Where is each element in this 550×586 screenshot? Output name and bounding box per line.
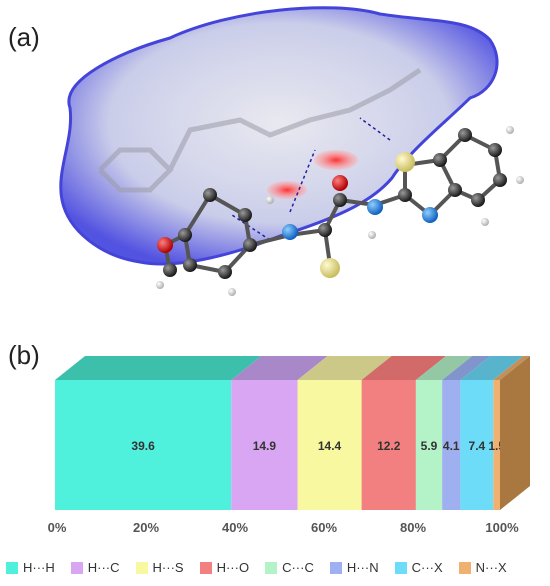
legend-label: C···X bbox=[411, 560, 443, 575]
x-tick-label: 0% bbox=[48, 520, 67, 535]
legend-swatch bbox=[6, 561, 18, 574]
legend-label: H···N bbox=[346, 560, 379, 575]
bar-value-label-6: 7.4 bbox=[469, 439, 486, 453]
hirshfeld-surface-figure bbox=[59, 6, 524, 296]
bar-top-0 bbox=[55, 356, 262, 380]
bar-segment-1 bbox=[231, 380, 298, 510]
bar-value-label-4: 5.9 bbox=[421, 439, 438, 453]
legend-swatch bbox=[458, 561, 471, 574]
bar-value-label-1: 14.9 bbox=[253, 439, 277, 453]
chart-legend: H···H H···C H···S H···O C···C H···N C···X N···X bbox=[6, 560, 546, 575]
panel-a-label: (a) bbox=[8, 22, 40, 52]
bar-segment-6 bbox=[460, 380, 494, 510]
x-tick-label: 20% bbox=[133, 520, 159, 535]
legend-item: H···N bbox=[329, 560, 379, 575]
bar-segment-2 bbox=[297, 380, 362, 510]
legend-item: H···O bbox=[199, 560, 250, 575]
legend-item: H···C bbox=[70, 560, 120, 575]
x-tick-label: 100% bbox=[485, 520, 519, 535]
bar-value-label-2: 14.4 bbox=[318, 439, 342, 453]
legend-label: C···C bbox=[282, 560, 314, 575]
bar-top-3 bbox=[361, 356, 446, 380]
contact-percentage-chart: 39.6 14.9 14.4 12.2 5.9 4.1 7.4 1.50% 20% 40% 60% 8… bbox=[48, 356, 530, 535]
legend-item: N···X bbox=[458, 560, 507, 575]
bar-top-4 bbox=[415, 356, 473, 380]
bar-segment-0 bbox=[55, 380, 232, 510]
legend-item: C···C bbox=[265, 560, 314, 575]
legend-label: H···C bbox=[87, 560, 120, 575]
bar-segment-4 bbox=[415, 380, 443, 510]
bar-top-7 bbox=[493, 356, 530, 380]
legend-swatch bbox=[394, 561, 407, 574]
x-tick-label: 60% bbox=[311, 520, 337, 535]
panel-b-label: (b) bbox=[8, 340, 40, 370]
bar-top-1 bbox=[231, 356, 328, 380]
legend-swatch bbox=[135, 561, 148, 574]
legend-label: N···X bbox=[475, 560, 507, 575]
legend-label: H···O bbox=[216, 560, 250, 575]
bar-value-label-3: 12.2 bbox=[377, 439, 401, 453]
bar-top-2 bbox=[297, 356, 392, 380]
legend-label: H···S bbox=[152, 560, 184, 575]
legend-item: C···X bbox=[394, 560, 443, 575]
legend-swatch bbox=[70, 561, 83, 574]
bar-top-6 bbox=[460, 356, 524, 380]
legend-swatch bbox=[265, 561, 278, 574]
x-tick-label: 80% bbox=[400, 520, 426, 535]
bar-segment-7 bbox=[493, 380, 500, 510]
legend-item: H···H bbox=[6, 560, 55, 575]
bar-value-label-5: 4.1 bbox=[443, 439, 460, 453]
bar-side-face bbox=[500, 356, 530, 510]
legend-swatch bbox=[199, 561, 212, 574]
bar-top-5 bbox=[442, 356, 491, 380]
legend-swatch bbox=[329, 561, 342, 574]
legend-label: H···H bbox=[23, 560, 55, 575]
x-tick-label: 40% bbox=[222, 520, 248, 535]
bar-value-label-0: 39.6 bbox=[131, 439, 155, 453]
legend-item: H···S bbox=[135, 560, 184, 575]
bar-segment-5 bbox=[442, 380, 461, 510]
bar-segment-3 bbox=[361, 380, 416, 510]
